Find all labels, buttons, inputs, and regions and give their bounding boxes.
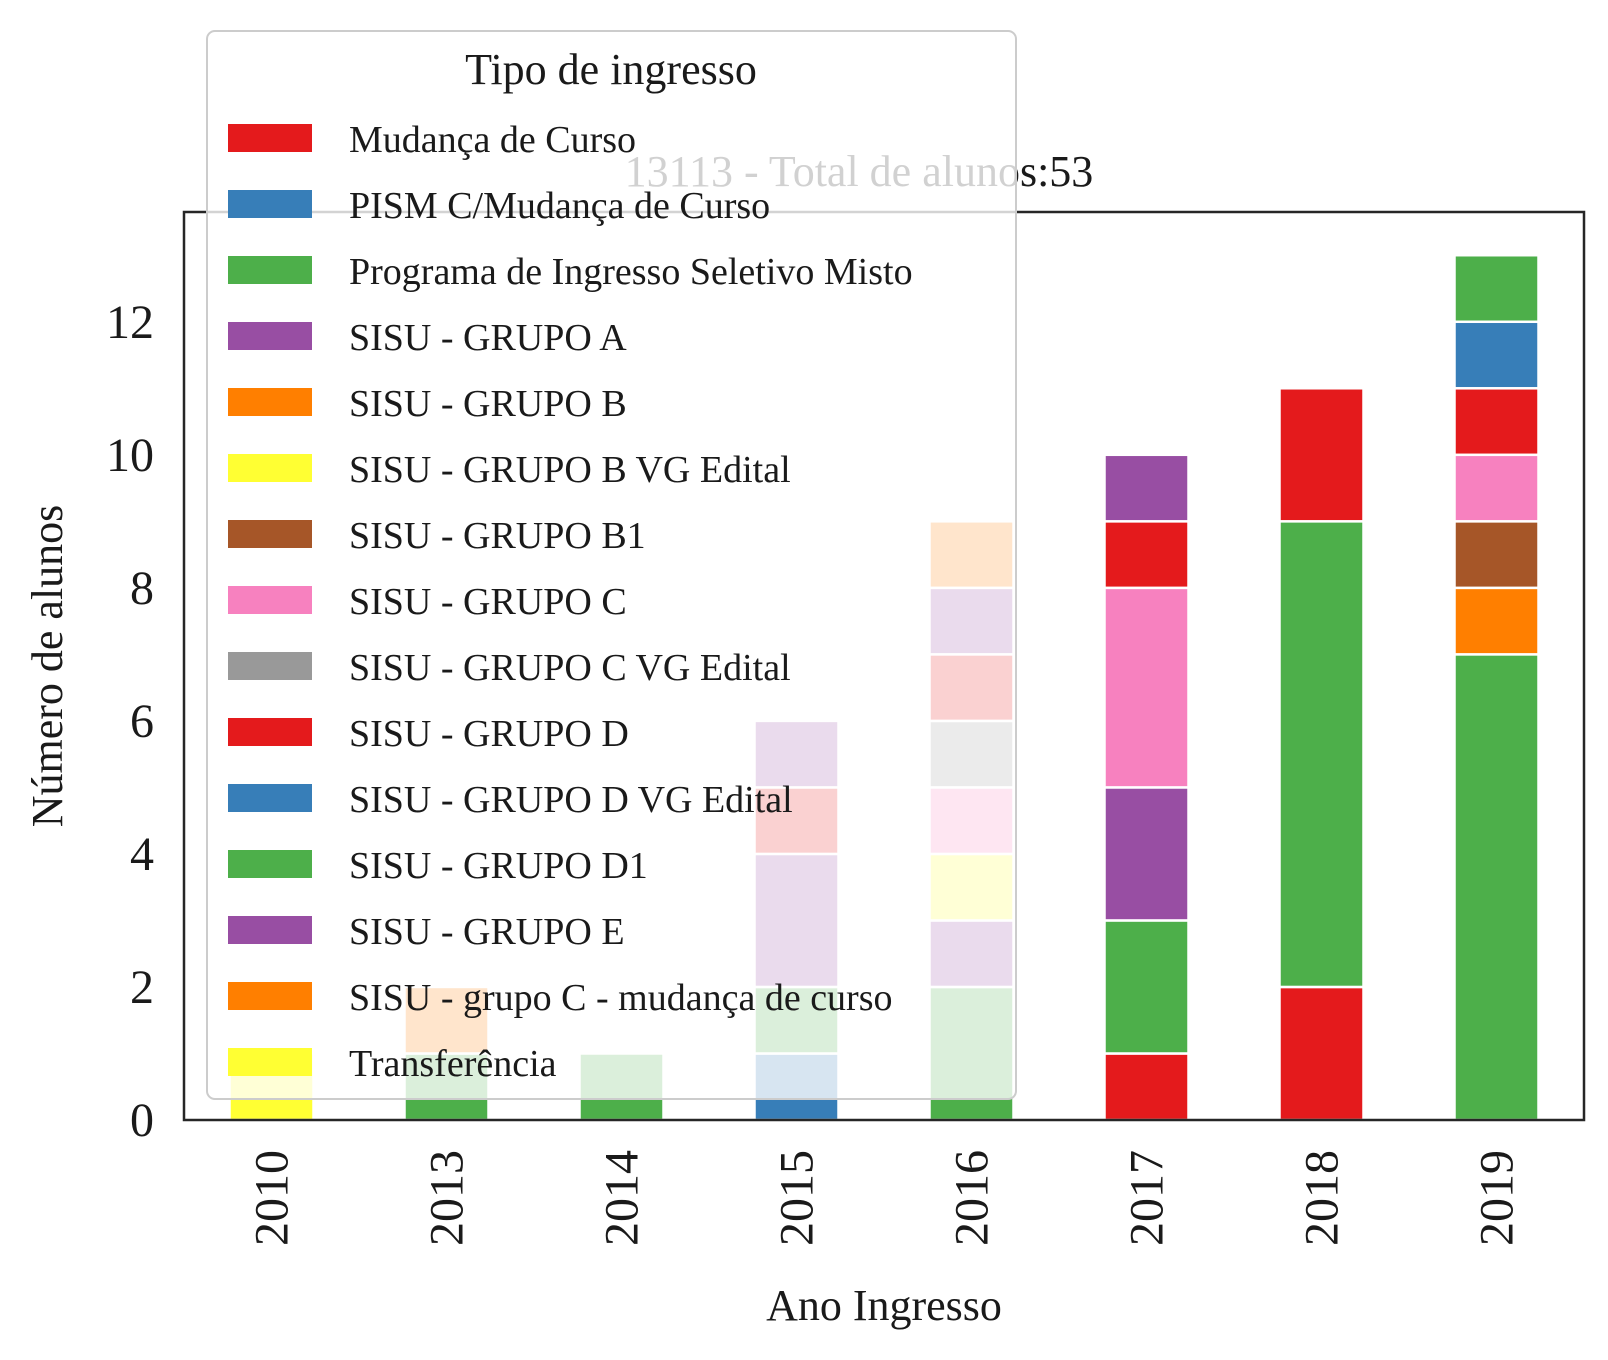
x-tick-label: 2014 [596, 1150, 649, 1246]
legend-label: Programa de Ingresso Seletivo Misto [349, 251, 913, 293]
bar-segment [1103, 786, 1190, 922]
legend-title: Tipo de ingresso [465, 45, 757, 94]
x-tick-label: 2017 [1121, 1150, 1174, 1246]
legend-label: SISU - GRUPO E [349, 911, 625, 953]
legend-swatch [228, 256, 312, 284]
legend-label: SISU - GRUPO D VG Edital [349, 779, 793, 821]
bar-segment [1103, 453, 1190, 523]
legend-swatch [228, 124, 312, 152]
legend-swatch [228, 718, 312, 746]
legend-label: SISU - GRUPO C [349, 581, 627, 623]
x-tick-label: 2010 [246, 1150, 299, 1246]
bar-segment [1453, 653, 1540, 1122]
y-axis-label: Número de alunos [23, 505, 72, 828]
x-ticks: 2010 2013 2014 2015 2016 2017 2018 2019 [246, 1150, 1524, 1246]
bar-segment [1103, 1052, 1190, 1122]
bar-segment [1278, 387, 1365, 523]
legend-label: SISU - GRUPO A [349, 317, 627, 359]
legend-swatch [228, 1048, 312, 1076]
y-tick-label: 2 [130, 961, 154, 1014]
y-tick-label: 6 [130, 695, 154, 748]
legend-swatch [228, 982, 312, 1010]
legend-swatch [228, 520, 312, 548]
legend-label: SISU - GRUPO C VG Edital [349, 647, 791, 689]
legend-swatch [228, 784, 312, 812]
bar-segment [1453, 586, 1540, 656]
bar-segment [1453, 453, 1540, 523]
y-tick-label: 10 [106, 429, 154, 482]
legend-label: SISU - GRUPO B1 [349, 515, 646, 557]
x-tick-label: 2013 [421, 1150, 474, 1246]
legend-label: PISM C/Mudança de Curso [349, 185, 770, 227]
y-tick-label: 12 [106, 296, 154, 349]
bar-segment [1278, 985, 1365, 1122]
x-tick-label: 2019 [1471, 1150, 1524, 1246]
y-tick-label: 8 [130, 562, 154, 615]
legend-swatch [228, 322, 312, 350]
bar-segment [1103, 586, 1190, 789]
legend-label: Mudança de Curso [349, 119, 636, 161]
x-axis-label: Ano Ingresso [766, 1281, 1002, 1330]
legend-label: Transferência [349, 1043, 557, 1085]
y-tick-label: 0 [130, 1094, 154, 1147]
legend: Tipo de ingresso Mudança de Curso PISM C/… [206, 30, 1017, 1100]
x-tick-label: 2015 [771, 1150, 824, 1246]
bar-segment [1453, 387, 1540, 457]
bar-segment [1453, 320, 1540, 390]
bar-segment [1103, 520, 1190, 590]
y-tick-label: 4 [130, 828, 154, 881]
bar-segment [1453, 520, 1540, 590]
legend-swatch [228, 586, 312, 614]
legend-swatch [228, 454, 312, 482]
legend-label: SISU - grupo C - mudança de curso [349, 977, 893, 1019]
bar-segment [1453, 253, 1540, 324]
legend-swatch [228, 190, 312, 218]
y-ticks: 0 2 4 6 8 10 12 [106, 296, 154, 1147]
x-tick-label: 2018 [1296, 1150, 1349, 1246]
legend-label: SISU - GRUPO D1 [349, 845, 648, 887]
legend-label: SISU - GRUPO B [349, 383, 627, 425]
legend-swatch [228, 916, 312, 944]
legend-label: SISU - GRUPO D [349, 713, 629, 755]
legend-items: Mudança de Curso PISM C/Mudança de Curso P… [228, 119, 913, 1085]
x-tick-label: 2016 [946, 1150, 999, 1246]
legend-swatch [228, 652, 312, 680]
legend-swatch [228, 388, 312, 416]
legend-label: SISU - GRUPO B VG Edital [349, 449, 791, 491]
bar-segment [1103, 919, 1190, 1055]
legend-swatch [228, 850, 312, 878]
bar-segment [1278, 520, 1365, 989]
legend-box [206, 30, 1017, 1100]
